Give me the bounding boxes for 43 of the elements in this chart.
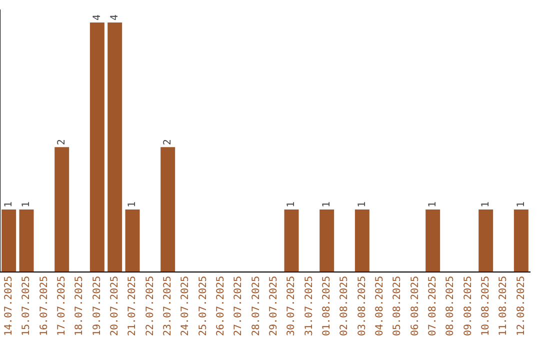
x-tick-label: 01.08.2025: [321, 276, 332, 336]
data-label: 1: [480, 201, 492, 208]
x-tick-label: 16.07.2025: [38, 276, 50, 336]
data-label: 1: [321, 201, 332, 208]
x-tick-label: 18.07.2025: [74, 276, 86, 336]
x-tick-label: 23.07.2025: [162, 276, 174, 336]
x-tick-label: 20.07.2025: [109, 276, 120, 336]
x-tick-label: 15.07.2025: [21, 276, 32, 336]
data-label: 4: [109, 14, 120, 20]
x-tick-label: 05.08.2025: [392, 276, 404, 336]
x-tick-label: 08.08.2025: [445, 276, 456, 336]
x-tick-label: 25.07.2025: [198, 276, 209, 336]
data-label: 1: [127, 201, 138, 208]
x-tick-label: 12.08.2025: [516, 276, 527, 336]
x-tick-label: 28.07.2025: [250, 276, 262, 336]
data-label: 1: [516, 201, 527, 208]
x-tick-label: 02.08.2025: [339, 276, 350, 336]
x-tick-label: 29.07.2025: [268, 276, 280, 336]
x-tick-label: 26.07.2025: [215, 276, 226, 336]
x-tick-label: 10.08.2025: [480, 276, 492, 336]
x-tick-label: 03.08.2025: [356, 276, 368, 336]
x-tick-label: 17.07.2025: [56, 276, 68, 336]
data-label: 1: [3, 201, 14, 208]
data-label: 1: [286, 201, 298, 208]
x-tick-label: 21.07.2025: [127, 276, 138, 336]
data-label: 1: [356, 201, 368, 208]
x-tick-label: 07.08.2025: [427, 276, 438, 336]
x-tick-label: 22.07.2025: [144, 276, 156, 336]
x-tick-label: 14.07.2025: [3, 276, 14, 336]
data-label: 1: [21, 201, 32, 208]
x-tick-label: 27.07.2025: [233, 276, 244, 336]
x-tick-label: 06.08.2025: [410, 276, 421, 336]
data-label: 1: [427, 201, 438, 208]
x-tick-label: 19.07.2025: [92, 276, 103, 336]
x-tick-label: 30.07.2025: [286, 276, 298, 336]
data-label: 2: [56, 139, 68, 146]
x-tick-label: 24.07.2025: [180, 276, 192, 336]
x-tick-label: 09.08.2025: [462, 276, 474, 336]
x-tick-label: 31.07.2025: [304, 276, 315, 336]
x-tick-label: 11.08.2025: [498, 276, 510, 336]
x-tick-label: 04.08.2025: [374, 276, 386, 336]
data-label: 2: [162, 139, 174, 146]
data-label: 4: [92, 14, 103, 20]
